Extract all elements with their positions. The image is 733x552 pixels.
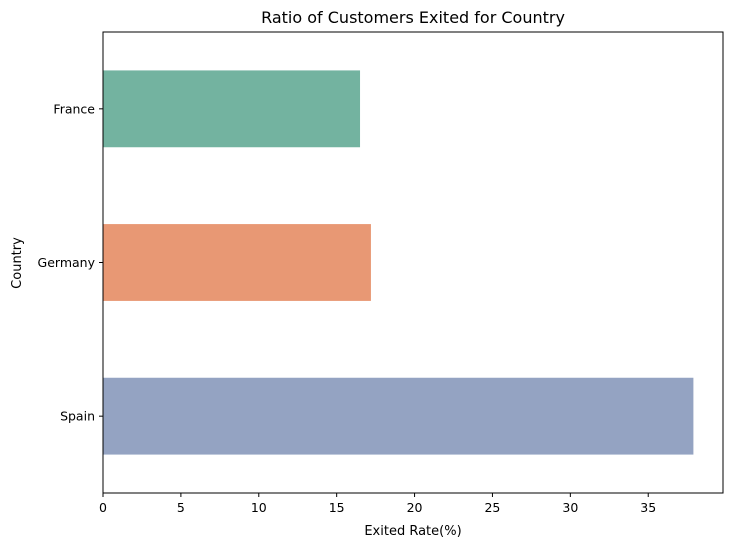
bar-france bbox=[103, 70, 361, 148]
bar-germany bbox=[103, 224, 371, 301]
x-tick-label: 20 bbox=[407, 500, 423, 515]
plot-area: France Germany Spain 0 5 10 15 20 25 30 35 bbox=[38, 31, 724, 515]
x-tick-label: 0 bbox=[99, 500, 107, 515]
x-tick-label: 5 bbox=[177, 500, 185, 515]
y-axis-label: Country bbox=[10, 237, 25, 289]
y-tick-label: Spain bbox=[60, 409, 95, 424]
x-tick-label: 10 bbox=[251, 500, 267, 515]
bar-spain bbox=[103, 377, 694, 455]
x-tick-label: 25 bbox=[484, 500, 500, 515]
plot-frame bbox=[102, 31, 724, 494]
x-axis-label: Exited Rate(%) bbox=[364, 524, 461, 539]
chart-title: Ratio of Customers Exited for Country bbox=[261, 8, 565, 27]
x-tick-label: 15 bbox=[329, 500, 345, 515]
y-tick-label: Germany bbox=[38, 255, 96, 270]
x-tick-label: 35 bbox=[640, 500, 656, 515]
y-tick-label: France bbox=[53, 101, 95, 116]
x-tick-label: 30 bbox=[562, 500, 578, 515]
